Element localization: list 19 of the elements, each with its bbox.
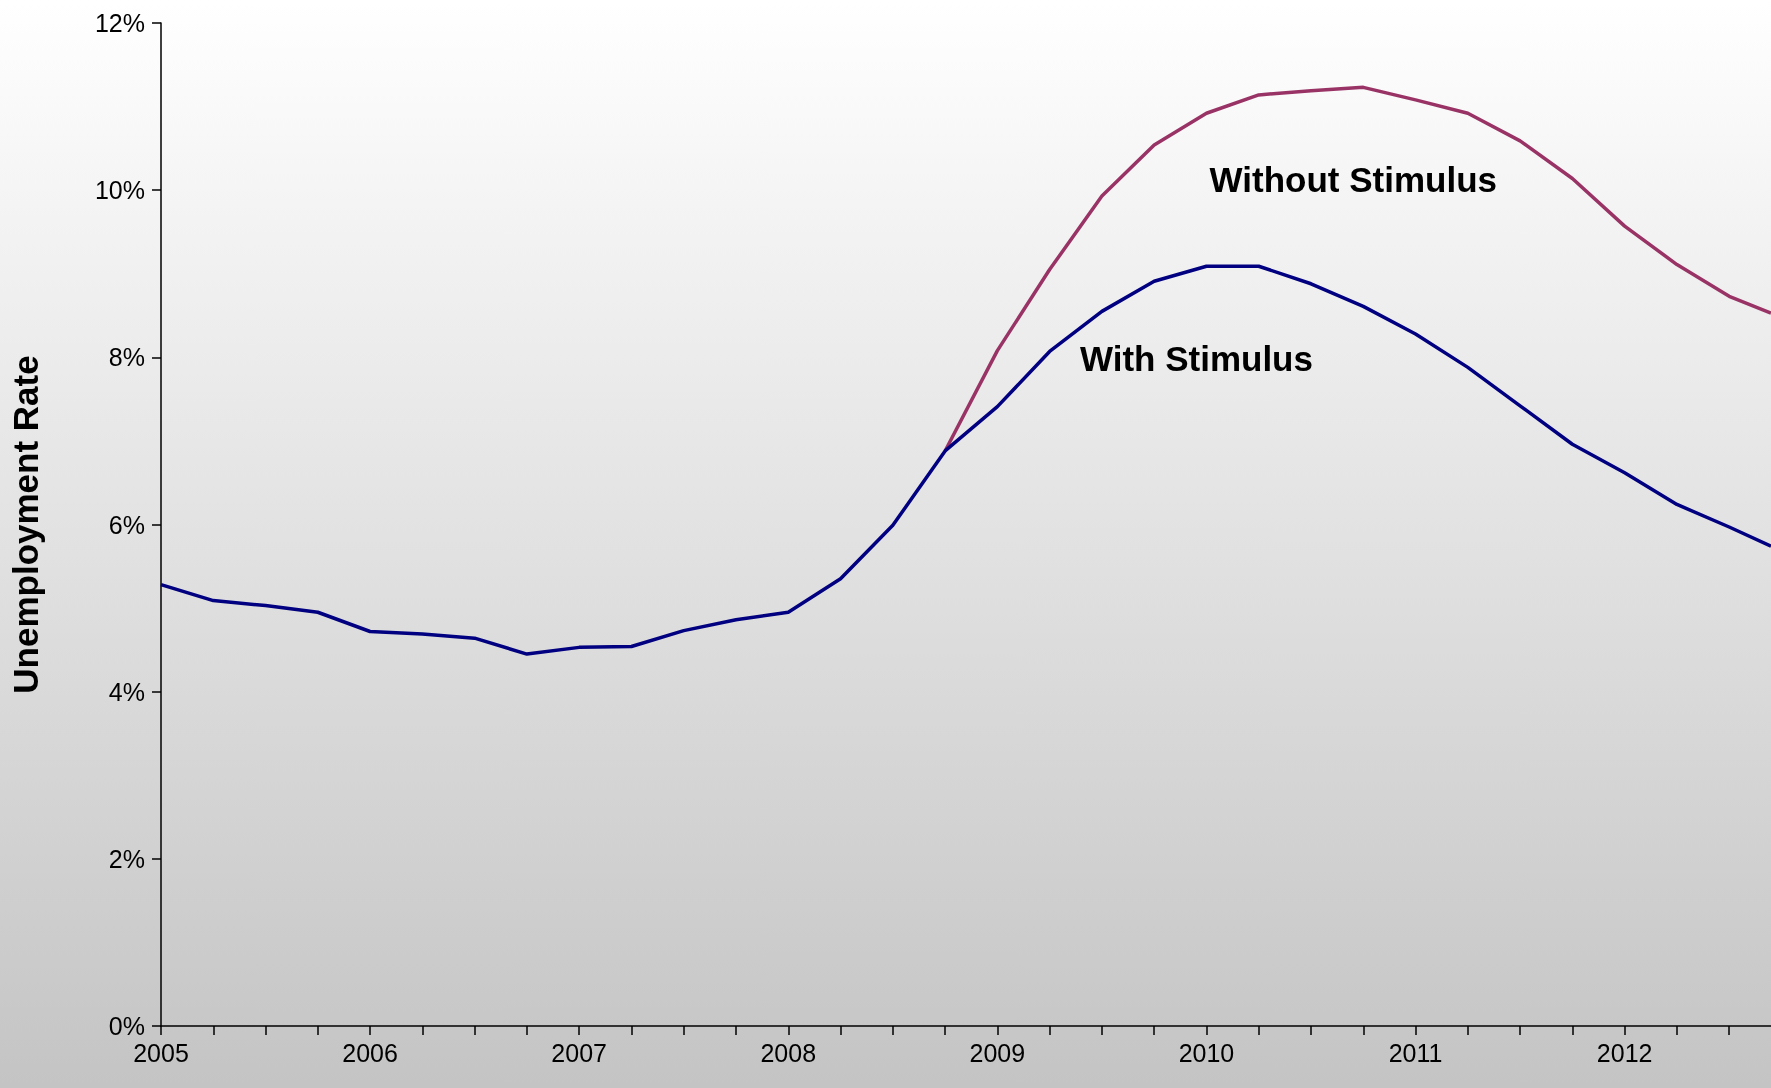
x-tick-label: 2009 — [969, 1038, 1026, 1067]
y-tick-label: 0% — [108, 1012, 145, 1040]
x-tick-label: 2010 — [1178, 1038, 1235, 1067]
y-tick-label: 8% — [108, 343, 145, 372]
y-tick-label: 12% — [94, 9, 145, 37]
x-tick-label: 2008 — [760, 1038, 817, 1067]
y-tick-label: 2% — [108, 844, 145, 873]
x-tick-label: 2007 — [551, 1038, 607, 1067]
x-tick-label: 2012 — [1596, 1038, 1653, 1067]
x-tick-label: 2006 — [342, 1038, 398, 1067]
y-axis-title: Unemployment Rate — [6, 355, 45, 694]
series-label: Without Stimulus — [1209, 159, 1497, 199]
x-tick-label: 2005 — [133, 1038, 189, 1067]
series-label: With Stimulus — [1079, 338, 1313, 378]
y-tick-label: 6% — [108, 510, 145, 539]
line-series — [159, 264, 1771, 656]
y-tick-label: 10% — [94, 176, 145, 205]
x-tick-label: 2011 — [1388, 1038, 1443, 1067]
y-tick-label: 4% — [108, 677, 145, 706]
